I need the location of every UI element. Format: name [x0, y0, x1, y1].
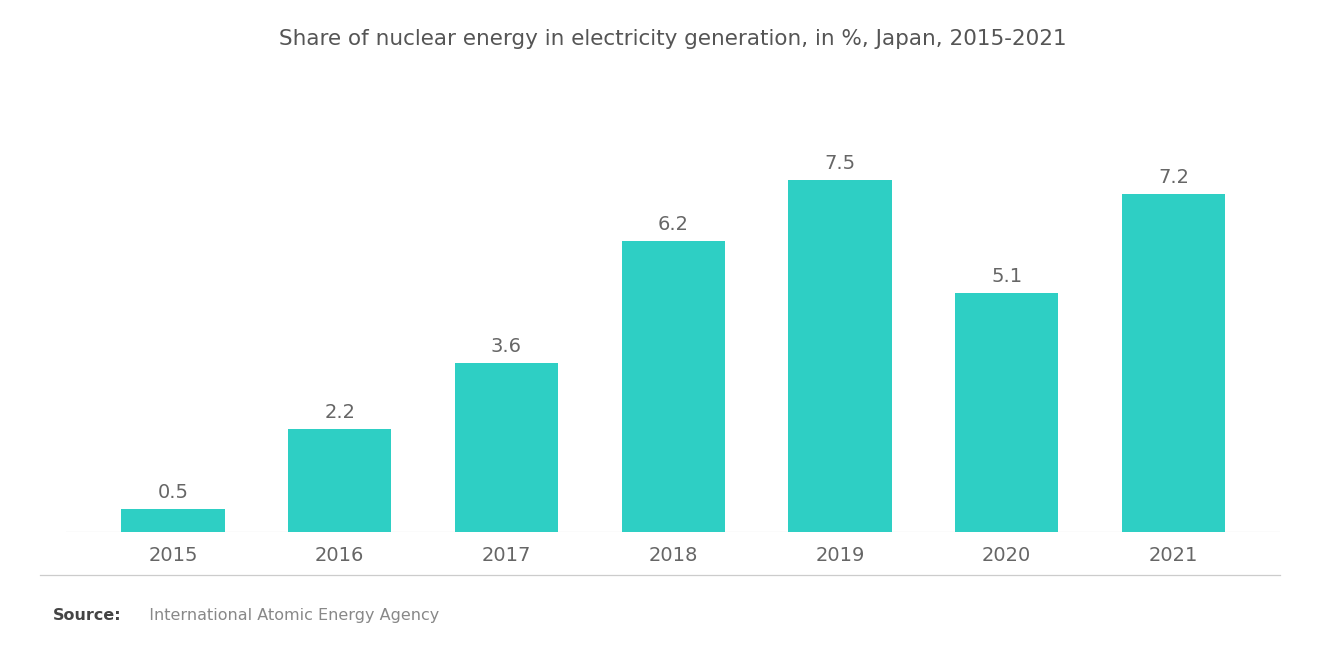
Text: 5.1: 5.1 [991, 267, 1022, 286]
Text: 0.5: 0.5 [157, 483, 189, 501]
Title: Share of nuclear energy in electricity generation, in %, Japan, 2015-2021: Share of nuclear energy in electricity g… [280, 29, 1067, 49]
Bar [1122, 194, 1225, 532]
Text: 2.2: 2.2 [325, 403, 355, 422]
Text: 6.2: 6.2 [657, 215, 689, 234]
Text: International Atomic Energy Agency: International Atomic Energy Agency [139, 608, 438, 622]
Text: 7.5: 7.5 [825, 154, 855, 173]
Bar [622, 241, 725, 532]
Text: Source:: Source: [53, 608, 121, 622]
Bar [288, 429, 391, 532]
Text: 3.6: 3.6 [491, 337, 521, 356]
Text: 7.2: 7.2 [1158, 168, 1189, 188]
Bar [121, 509, 224, 532]
Bar [454, 363, 558, 532]
Bar [788, 180, 892, 532]
Bar [956, 293, 1059, 532]
